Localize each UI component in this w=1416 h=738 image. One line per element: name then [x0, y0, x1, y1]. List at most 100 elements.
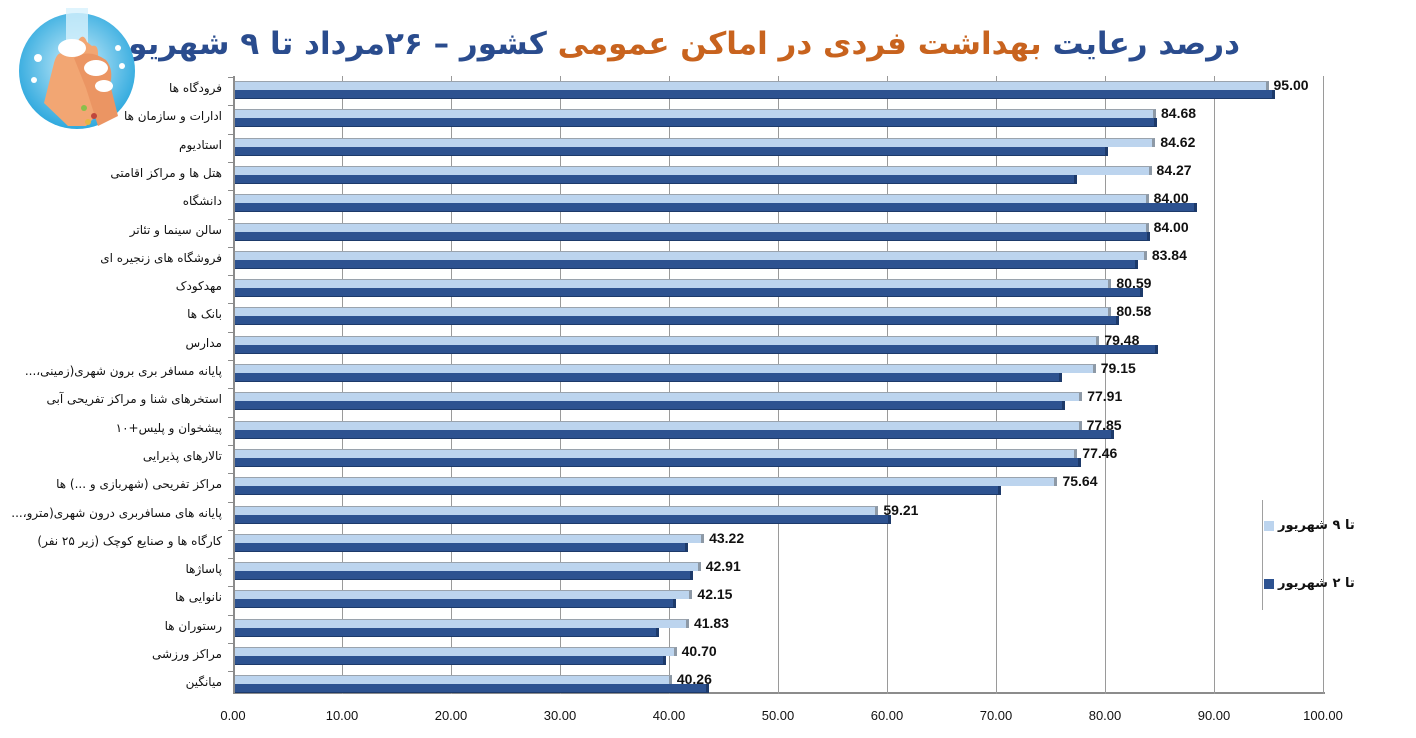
- data-label: 83.84: [1151, 246, 1187, 263]
- y-tick: [228, 331, 233, 333]
- category-label: پایانه های مسافربری درون شهری(مترو،...: [11, 505, 222, 520]
- data-label: 95.00: [1273, 77, 1309, 93]
- bar-row: 79.15: [228, 360, 1325, 389]
- bar-row: 42.15: [228, 586, 1325, 615]
- gridline: [560, 76, 561, 694]
- gridline: [778, 76, 779, 694]
- category-label: پیشخوان و پلیس+۱۰: [115, 420, 222, 435]
- bar-row: 83.84: [228, 246, 1325, 276]
- category-label: سالن سینما و تئاتر: [129, 222, 222, 237]
- bar-row: 84.62: [228, 133, 1325, 163]
- y-tick: [228, 105, 233, 107]
- y-tick: [228, 77, 233, 78]
- y-tick: [228, 558, 233, 560]
- x-axis: [233, 692, 1325, 694]
- y-tick: [228, 360, 233, 361]
- gridline: [342, 76, 343, 694]
- bar-2-shahrivar: [235, 316, 1120, 326]
- y-tick: [228, 671, 233, 673]
- legend-item-2-shahrivar: تا ۲ شهریور: [1260, 576, 1410, 596]
- data-label: 59.21: [883, 501, 919, 518]
- data-label: 43.22: [709, 529, 745, 546]
- y-tick: [228, 614, 233, 616]
- bar-9-shahrivar: [235, 307, 1112, 317]
- x-tick-label: 30.00: [543, 708, 577, 723]
- bar-2-shahrivar: [235, 146, 1109, 156]
- legend-label: تا ۲ شهریور: [1278, 576, 1355, 591]
- data-label: 77.85: [1086, 416, 1122, 433]
- bar-9-shahrivar: [235, 562, 701, 572]
- bar-row: 80.59: [228, 275, 1325, 304]
- gridline: [887, 76, 888, 694]
- data-label: 42.91: [705, 558, 741, 575]
- category-label: کارگاه ها و صنایع کوچک (زیر ۲۵ نفر): [37, 533, 222, 548]
- y-tick: [228, 133, 233, 135]
- bar-row: 77.46: [228, 444, 1325, 474]
- y-tick: [228, 275, 233, 277]
- legend-swatch-dark: [1264, 579, 1274, 589]
- data-label: 80.58: [1116, 303, 1152, 320]
- category-label: فرودگاه ها: [169, 81, 222, 95]
- bar-row: 42.91: [228, 558, 1325, 587]
- bar-9-shahrivar: [235, 647, 677, 656]
- category-label: مراکز تفریحی (شهربازی و ...) ها: [56, 477, 222, 492]
- bar-row: 95.00: [228, 77, 1325, 106]
- data-label: 84.68: [1161, 105, 1197, 122]
- data-label: 79.48: [1104, 331, 1140, 348]
- category-label: هتل ها و مراکز اقامتی: [110, 165, 222, 180]
- bar-9-shahrivar: [235, 364, 1096, 373]
- category-label: مدارس: [185, 335, 222, 350]
- bar-row: 84.68: [228, 105, 1325, 134]
- gridline: [1323, 76, 1324, 694]
- y-tick: [228, 246, 233, 248]
- bar-2-shahrivar: [235, 203, 1197, 213]
- data-label: 84.00: [1153, 218, 1189, 235]
- bar-9-shahrivar: [235, 250, 1147, 260]
- y-tick: [228, 501, 233, 503]
- y-tick: [228, 161, 233, 163]
- bar-row: 77.85: [228, 416, 1325, 446]
- bar-2-shahrivar: [235, 429, 1114, 439]
- y-tick: [228, 473, 233, 475]
- x-tick-label: 0.00: [220, 708, 246, 723]
- bar-row: 40.26: [228, 671, 1325, 700]
- category-label: استادیوم: [179, 137, 222, 152]
- category-label: نانوایی ها: [174, 590, 222, 605]
- bar-9-shahrivar: [235, 420, 1082, 430]
- category-label: مهدکودک: [175, 279, 222, 294]
- bar-row: 84.00: [228, 190, 1325, 219]
- bar-2-shahrivar: [235, 599, 676, 609]
- x-tick-label: 100.00: [1303, 708, 1343, 723]
- y-tick: [228, 416, 233, 418]
- hand-washing-icon: [19, 8, 135, 129]
- bar-9-shahrivar: [235, 222, 1149, 232]
- y-tick: [228, 643, 233, 644]
- x-tick-label: 20.00: [434, 708, 468, 723]
- title-part-2: بهداشت فردی در اماکن عمومی: [557, 26, 1043, 62]
- bar-2-shahrivar: [235, 344, 1159, 354]
- bar-9-shahrivar: [235, 477, 1058, 487]
- category-label: فروشگاه های زنجیره ای: [100, 250, 222, 265]
- category-label: مراکز ورزشی: [152, 647, 222, 661]
- gridline: [669, 76, 670, 694]
- y-tick: [228, 218, 233, 220]
- category-label: پاساژها: [185, 562, 223, 577]
- category-label: میانگین: [185, 675, 222, 690]
- bar-2-shahrivar: [235, 514, 892, 524]
- bar-2-shahrivar: [235, 401, 1065, 411]
- bar-row: 75.64: [228, 473, 1325, 502]
- x-tick-label: 70.00: [979, 708, 1013, 723]
- data-label: 84.00: [1153, 190, 1189, 207]
- bar-row: 80.58: [228, 303, 1325, 332]
- data-label: 80.59: [1116, 275, 1152, 292]
- data-label: 40.26: [676, 671, 712, 688]
- title-part-1: درصد رعایت: [1052, 26, 1240, 62]
- legend-divider: [1262, 500, 1263, 610]
- data-label: 84.62: [1160, 133, 1196, 150]
- title-part-3: کشور – ۲۶مرداد تا ۹ شهریور: [110, 26, 547, 62]
- bar-2-shahrivar: [235, 288, 1144, 298]
- bar-9-shahrivar: [235, 590, 693, 600]
- data-label: 42.15: [697, 586, 733, 603]
- bar-9-shahrivar: [235, 675, 672, 685]
- bar-row: 41.83: [228, 614, 1325, 644]
